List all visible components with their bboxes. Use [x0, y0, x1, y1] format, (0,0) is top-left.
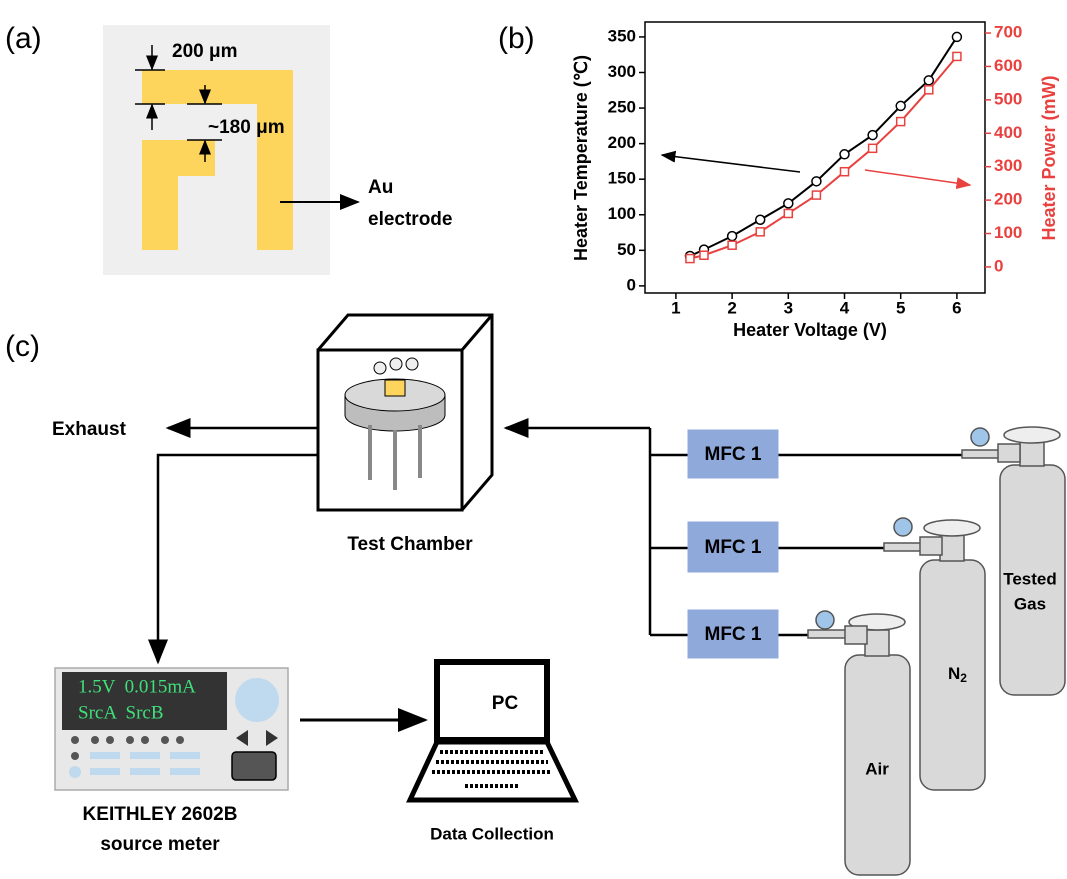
marker: [784, 199, 793, 208]
dimension-label: 200 μm: [172, 41, 238, 62]
marker: [924, 76, 933, 85]
marker: [756, 215, 765, 224]
figure: (a) (b) (c) 200 μm ~180 μm Au electrode …: [0, 0, 1067, 879]
marker: [700, 251, 708, 259]
marker: [812, 177, 821, 186]
series-line: [690, 37, 957, 256]
meter-display: 1.5V 0.015mA: [78, 676, 196, 697]
panel-label: (b): [498, 22, 535, 55]
pc-caption: Data Collection: [430, 824, 554, 843]
chamber-label: Test Chamber: [347, 534, 473, 555]
marker: [896, 101, 905, 110]
x-tick-label: 3: [784, 298, 793, 317]
y-tick-label: 150: [608, 169, 636, 188]
marker: [784, 209, 792, 217]
meter-display: SrcA SrcB: [78, 702, 164, 723]
x-tick-label: 2: [727, 298, 736, 317]
y2-tick-label: 700: [994, 23, 1022, 42]
y-tick-label: 200: [608, 133, 636, 152]
setup-diagram: [55, 315, 1065, 875]
marker: [869, 144, 877, 152]
series-line: [690, 56, 957, 258]
y2-tick-label: 600: [994, 56, 1022, 75]
y-tick-label: 50: [617, 240, 636, 259]
marker: [840, 150, 849, 159]
marker: [841, 168, 849, 176]
meter-label: KEITHLEY 2602B: [83, 804, 238, 825]
y2-tick-label: 500: [994, 89, 1022, 108]
electrode-diagram: 200 μm ~180 μm Au electrode: [103, 25, 452, 275]
y2-tick-label: 200: [994, 190, 1022, 209]
mfc-label: MFC 1: [705, 444, 762, 465]
x-axis-label: Heater Voltage (V): [733, 320, 887, 340]
marker: [897, 118, 905, 126]
mfc-label: MFC 1: [705, 537, 762, 558]
panel-label: (a): [5, 22, 42, 55]
y2-tick-label: 0: [994, 256, 1003, 275]
gas-label: Tested: [1003, 569, 1057, 588]
y-tick-label: 0: [627, 275, 636, 294]
marker: [728, 232, 737, 241]
marker: [812, 191, 820, 199]
mfc-label: MFC 1: [705, 624, 762, 645]
marker: [756, 228, 764, 236]
marker: [728, 241, 736, 249]
y-tick-label: 250: [608, 98, 636, 117]
x-tick-label: 1: [671, 298, 680, 317]
exhaust-label: Exhaust: [52, 419, 127, 440]
x-tick-label: 5: [896, 298, 905, 317]
marker: [952, 32, 961, 41]
pc-label: PC: [492, 693, 519, 714]
dimension-label: ~180 μm: [208, 117, 285, 138]
meter-label: source meter: [100, 834, 220, 855]
electrode-label: electrode: [368, 209, 452, 230]
y2-axis-label: Heater Power (mW): [1039, 75, 1059, 240]
y-tick-label: 100: [608, 204, 636, 223]
gas-label: Air: [865, 759, 889, 778]
panel-label: (c): [5, 330, 40, 363]
y-tick-label: 350: [608, 26, 636, 45]
x-tick-label: 4: [840, 298, 850, 317]
y2-tick-label: 300: [994, 156, 1022, 175]
electrode-label: Au: [368, 177, 393, 198]
y-tick-label: 300: [608, 62, 636, 81]
marker: [686, 255, 694, 263]
y2-tick-label: 100: [994, 223, 1022, 242]
marker: [953, 52, 961, 60]
x-tick-label: 6: [952, 298, 961, 317]
y-axis-label: Heater Temperature (℃): [571, 55, 591, 261]
marker: [868, 131, 877, 140]
page: (a) (b) (c) 200 μm ~180 μm Au electrode …: [0, 0, 1067, 879]
marker: [925, 86, 933, 94]
gas-label: Gas: [1014, 594, 1046, 613]
y2-tick-label: 400: [994, 123, 1022, 142]
